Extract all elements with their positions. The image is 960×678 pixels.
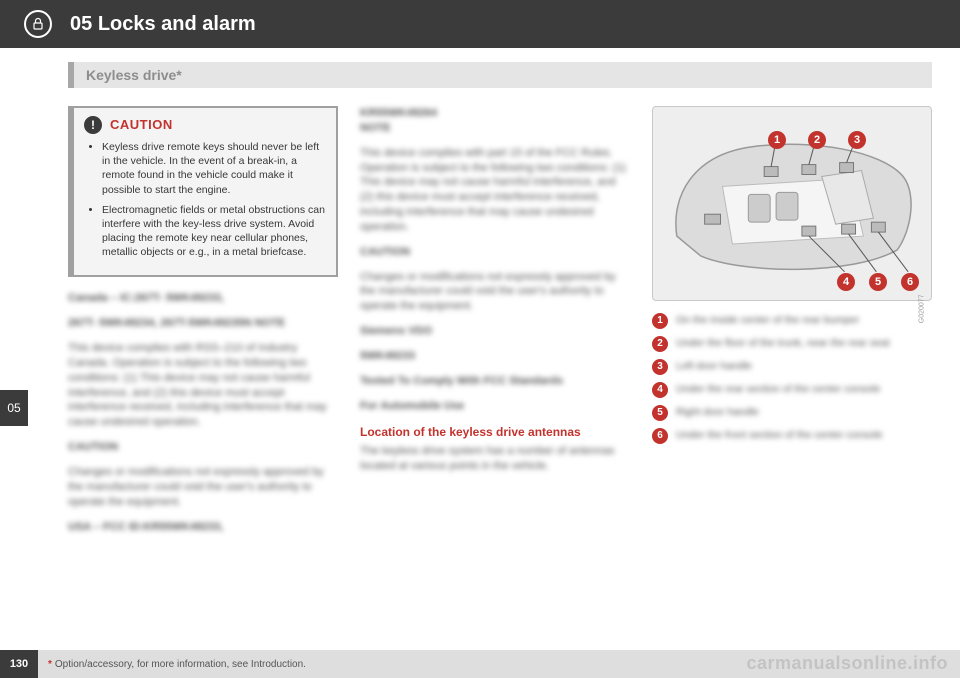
caution-box: ! CAUTION Keyless drive remote keys shou… <box>68 106 338 277</box>
col2-id-heading: KR55WK49264 <box>360 106 630 121</box>
col2-antenna-text: The keyless drive system has a number of… <box>360 444 630 474</box>
legend-row: 4 Under the rear section of the center c… <box>652 382 932 398</box>
col2-caution-text: Changes or modifications not expressly a… <box>360 270 630 315</box>
col2-blurred-body: KR55WK49264 NOTE This device complies wi… <box>360 106 630 414</box>
legend-row: 5 Right door handle <box>652 405 932 421</box>
legend-row: 2 Under the floor of the trunk, near the… <box>652 336 932 352</box>
footer-note: Option/accessory, for more information, … <box>55 659 306 670</box>
chapter-title: Locks and alarm <box>98 13 256 35</box>
legend-text-2: Under the floor of the trunk, near the r… <box>676 336 932 350</box>
col2-compliance-text: This device complies with part 15 of the… <box>360 146 630 235</box>
col2-brand: Siemens VDO <box>360 324 630 339</box>
col1-compliance-text: This device complies with RSS–210 of Ind… <box>68 341 338 430</box>
legend-badge-2: 2 <box>652 336 668 352</box>
col1-canada-heading: Canada – IC:267T- 5WK49233, <box>68 291 338 306</box>
antenna-section-heading: Location of the keyless drive antennas <box>360 424 630 440</box>
legend-text-5: Right door handle <box>676 405 932 419</box>
caution-bullet: Keyless drive remote keys should never b… <box>102 140 326 197</box>
legend-badge-3: 3 <box>652 359 668 375</box>
legend-text-3: Left door handle <box>676 359 932 373</box>
antenna-diagram: 1 2 3 4 5 6 G020077 <box>652 106 932 301</box>
page-header: 05 Locks and alarm <box>0 0 960 48</box>
col2-tested: Tested To Comply With FCC Standards <box>360 374 630 389</box>
col1-usa-heading: USA – FCC ID:KR55WK49233, <box>68 520 338 535</box>
legend-text-4: Under the rear section of the center con… <box>676 382 932 396</box>
col2-note-heading: NOTE <box>360 121 630 136</box>
chapter-number: 05 Locks and alarm <box>70 13 256 36</box>
watermark: carmanualsonline.info <box>746 653 948 674</box>
caution-bullet: Electromagnetic fields or metal obstruct… <box>102 203 326 260</box>
legend-text-1: On the inside center of the rear bumper <box>676 313 932 327</box>
column-1: ! CAUTION Keyless drive remote keys shou… <box>68 106 338 544</box>
legend-badge-6: 6 <box>652 428 668 444</box>
legend-row: 3 Left door handle <box>652 359 932 375</box>
content-grid: ! CAUTION Keyless drive remote keys shou… <box>0 88 960 544</box>
diagram-badge-5: 5 <box>869 273 887 291</box>
page-number: 130 <box>0 650 38 678</box>
caution-icon: ! <box>84 116 102 134</box>
col1-caution-text: Changes or modifications not expressly a… <box>68 465 338 510</box>
col1-caution-label: CAUTION <box>68 440 338 455</box>
legend-row: 1 On the inside center of the rear bumpe… <box>652 313 932 329</box>
antenna-legend: 1 On the inside center of the rear bumpe… <box>652 313 932 444</box>
footer-asterisk: * <box>48 659 52 670</box>
diagram-badge-4: 4 <box>837 273 855 291</box>
section-title: Keyless drive* <box>68 62 932 88</box>
legend-text-6: Under the front section of the center co… <box>676 428 932 442</box>
legend-badge-5: 5 <box>652 405 668 421</box>
diagram-badge-2: 2 <box>808 131 826 149</box>
col1-note-heading: 267T- 5WK49234, 267T-5WK49235N NOTE <box>68 316 338 331</box>
col2-use: For Automobile Use <box>360 399 630 414</box>
column-2: KR55WK49264 NOTE This device complies wi… <box>360 106 630 544</box>
col2-part-num: 5WK49233 <box>360 349 630 364</box>
legend-row: 6 Under the front section of the center … <box>652 428 932 444</box>
chapter-num: 05 <box>70 13 92 35</box>
diagram-badge-6: 6 <box>901 273 919 291</box>
caution-title: CAUTION <box>110 116 173 134</box>
diagram-badge-1: 1 <box>768 131 786 149</box>
legend-badge-1: 1 <box>652 313 668 329</box>
diagram-badge-3: 3 <box>848 131 866 149</box>
col1-blurred-body: Canada – IC:267T- 5WK49233, 267T- 5WK492… <box>68 291 338 534</box>
col2-antenna-text-wrap: The keyless drive system has a number of… <box>360 444 630 474</box>
caution-header: ! CAUTION <box>84 116 326 134</box>
caution-list: Keyless drive remote keys should never b… <box>84 140 326 259</box>
col2-caution-label: CAUTION <box>360 245 630 260</box>
side-tab: 05 <box>0 390 28 426</box>
lock-icon <box>24 10 52 38</box>
legend-badge-4: 4 <box>652 382 668 398</box>
column-3: 1 2 3 4 5 6 G020077 1 On the inside cent… <box>652 106 932 544</box>
